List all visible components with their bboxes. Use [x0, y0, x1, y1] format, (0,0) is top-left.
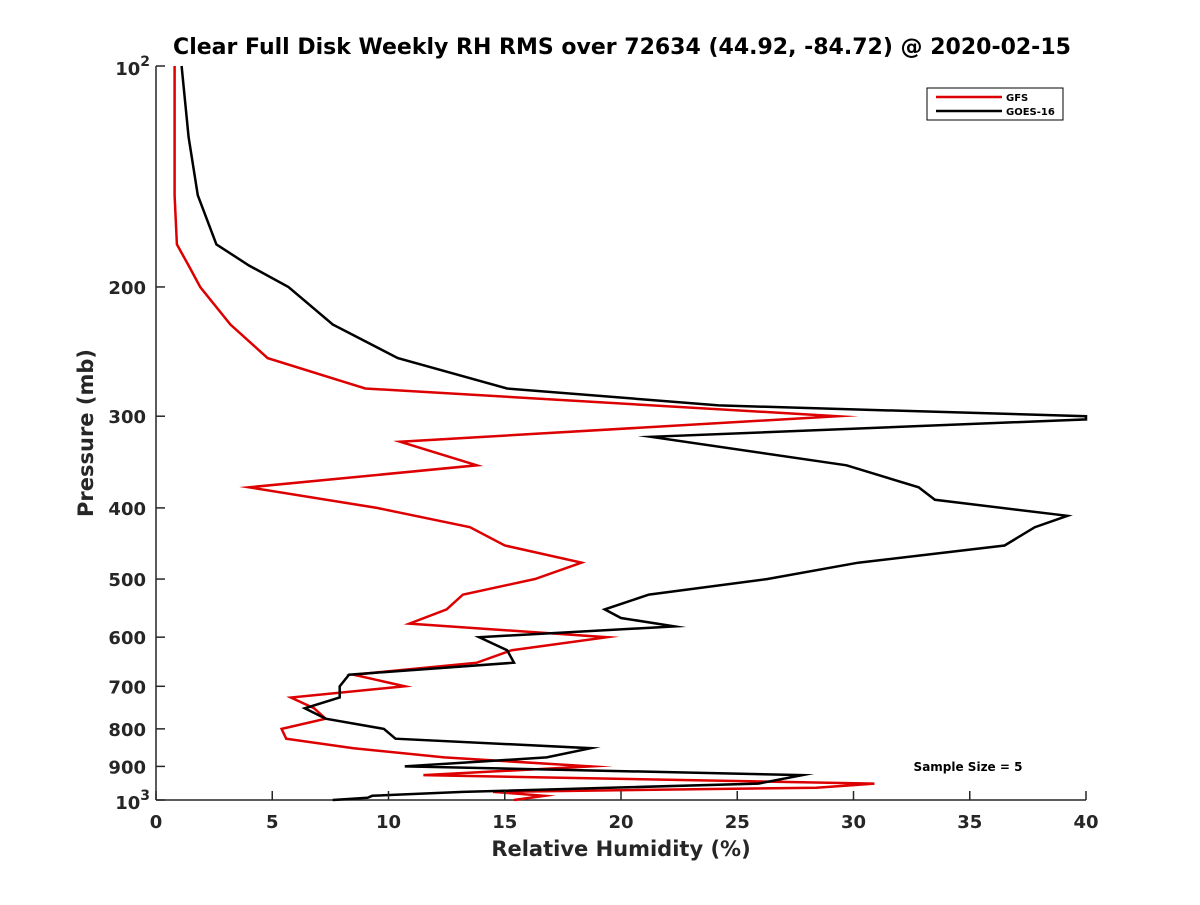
y-tick-label: 700 — [108, 677, 146, 698]
sample-size-annotation: Sample Size = 5 — [914, 760, 1023, 774]
y-tick-label: 200 — [108, 278, 146, 299]
legend: GFS GOES-16 — [926, 87, 1064, 121]
x-tick-label: 20 — [608, 812, 633, 833]
y-tick-label: 102 — [115, 54, 150, 80]
x-axis-ticks: 0 5 10 15 20 25 30 35 40 — [150, 791, 1099, 833]
y-tick-exponent: 2 — [140, 54, 150, 70]
y-tick-label: 300 — [108, 407, 146, 428]
series-line-gfs — [173, 66, 875, 802]
x-tick-label: 0 — [150, 812, 163, 833]
y-axis-ticks: 102 200 300 400 500 600 700 800 900 103 — [108, 54, 165, 814]
y-tick-label: 500 — [108, 570, 146, 591]
legend-label-goes16: GOES-16 — [1006, 107, 1055, 118]
series-group — [173, 65, 1088, 802]
x-tick-label: 35 — [957, 812, 982, 833]
x-tick-label: 30 — [841, 812, 866, 833]
y-tick-exponent: 3 — [140, 788, 150, 804]
x-tick-label: 15 — [492, 812, 517, 833]
plot-area — [155, 65, 1088, 802]
x-tick-label: 25 — [725, 812, 750, 833]
legend-label-gfs: GFS — [1006, 93, 1028, 104]
series-line-goes16 — [180, 65, 1088, 802]
x-tick-label: 5 — [266, 812, 279, 833]
y-tick-label: 900 — [108, 757, 146, 778]
chart-title: Clear Full Disk Weekly RH RMS over 72634… — [173, 35, 1071, 60]
x-tick-label: 40 — [1073, 812, 1098, 833]
y-axis-label: Pressure (mb) — [74, 349, 98, 517]
legend-box — [926, 87, 1064, 121]
y-tick-label: 600 — [108, 628, 146, 649]
y-tick-label: 103 — [115, 788, 150, 814]
x-axis-label: Relative Humidity (%) — [491, 837, 750, 861]
y-tick-label: 800 — [108, 720, 146, 741]
y-tick-label: 400 — [108, 499, 146, 520]
x-tick-label: 10 — [376, 812, 401, 833]
